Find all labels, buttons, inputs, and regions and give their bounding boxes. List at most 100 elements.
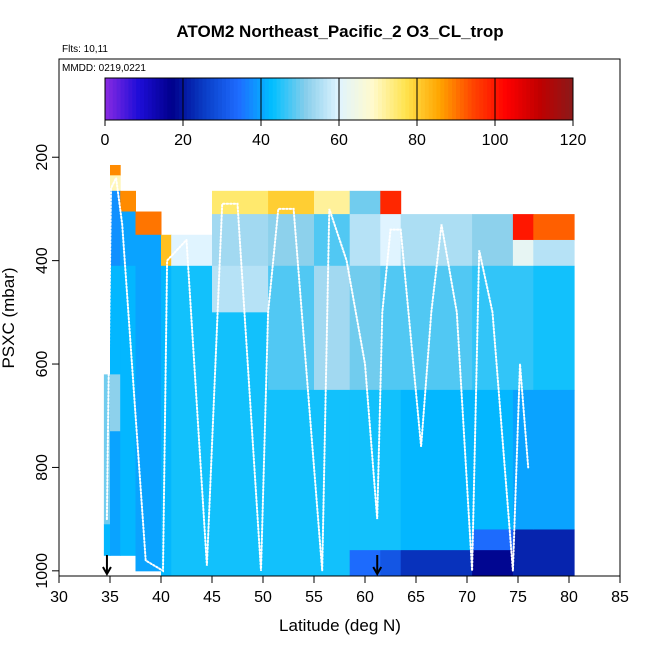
colorbar-swatch xyxy=(370,78,375,120)
heat-cell xyxy=(472,550,514,577)
heat-cell xyxy=(314,214,351,267)
colorbar-swatch xyxy=(389,78,394,120)
y-tick-label: 1000 xyxy=(34,553,51,589)
colorbar-swatch xyxy=(393,78,398,120)
colorbar-swatch xyxy=(339,78,344,120)
colorbar-swatch xyxy=(214,78,219,120)
colorbar-swatch xyxy=(475,78,480,120)
heat-cell xyxy=(314,190,351,215)
colorbar-swatch xyxy=(280,78,285,120)
colorbar-swatch xyxy=(296,78,301,120)
heat-cell xyxy=(380,265,402,391)
flight-marker-arrow-head xyxy=(102,566,112,577)
heat-cell xyxy=(349,214,381,267)
colorbar-swatch xyxy=(132,78,137,120)
heat-cell xyxy=(512,214,534,241)
colorbar-swatch xyxy=(190,78,196,120)
colorbar-swatch xyxy=(397,78,402,120)
heat-cell xyxy=(120,265,136,556)
colorbar-swatch xyxy=(409,78,414,120)
colorbar-swatch xyxy=(534,78,539,120)
heat-cell xyxy=(380,214,402,267)
heat-cell xyxy=(135,211,162,236)
colorbar-swatch xyxy=(420,78,426,120)
colorbar-swatch xyxy=(175,78,180,120)
heat-cell xyxy=(110,431,121,556)
x-tick-label: 50 xyxy=(254,589,272,606)
chart-title: ATOM2 Northeast_Pacific_2 O3_CL_trop xyxy=(176,22,503,41)
x-axis-label: Latitude (deg N) xyxy=(279,616,401,635)
colorbar-swatch xyxy=(358,78,363,120)
heat-cell xyxy=(533,265,575,391)
colorbar-swatch xyxy=(249,78,254,120)
colorbar-swatch xyxy=(385,78,391,120)
colorbar-swatch xyxy=(405,78,410,120)
colorbar-swatch xyxy=(194,78,199,120)
heat-cell xyxy=(314,265,351,391)
colorbar-tick-label: 120 xyxy=(560,132,587,149)
colorbar-swatch xyxy=(440,78,445,120)
colorbar-swatch xyxy=(530,78,535,120)
heat-cell xyxy=(110,175,121,192)
colorbar-swatch xyxy=(354,78,359,120)
heat-cell xyxy=(400,214,473,267)
flight-marker-arrow-head xyxy=(372,566,383,577)
heat-cell xyxy=(400,265,473,391)
colorbar-tick-label: 40 xyxy=(252,132,270,149)
flight-track-line xyxy=(105,174,530,573)
colorbar-swatch xyxy=(428,78,433,120)
heat-cell xyxy=(472,389,514,530)
colorbar-swatch xyxy=(436,78,441,120)
colorbar-swatch xyxy=(237,78,242,120)
heat-cell xyxy=(400,389,473,551)
heat-cell xyxy=(380,190,402,215)
heat-cell xyxy=(171,265,213,577)
colorbar-swatch xyxy=(136,78,141,120)
heat-cell xyxy=(110,164,121,176)
x-tick-label: 75 xyxy=(509,589,527,606)
colorbar-swatch xyxy=(487,78,492,120)
colorbar-swatch xyxy=(167,78,172,120)
colorbar-swatch xyxy=(331,78,336,120)
colorbar-swatch xyxy=(522,78,527,120)
colorbar-tick-label: 60 xyxy=(330,132,348,149)
y-axis-label: PSXC (mbar) xyxy=(0,267,18,368)
colorbar-swatch xyxy=(116,78,121,120)
colorbar-swatch xyxy=(268,78,274,120)
colorbar-swatch xyxy=(417,78,422,120)
heat-cell xyxy=(533,214,575,241)
x-tick-label: 60 xyxy=(356,589,374,606)
y-tick-label: 600 xyxy=(34,351,51,378)
colorbar-swatch xyxy=(483,78,488,120)
x-tick-label: 85 xyxy=(611,589,629,606)
colorbar-swatch xyxy=(456,78,461,120)
heat-cell xyxy=(161,265,172,577)
colorbar-swatch xyxy=(448,78,453,120)
heat-cell xyxy=(110,374,121,432)
heat-cell xyxy=(314,389,351,577)
colorbar-swatch xyxy=(288,78,293,120)
x-tick-label: 45 xyxy=(203,589,221,606)
colorbar-swatch xyxy=(233,78,238,120)
heat-cell xyxy=(103,524,111,556)
y-tick-label: 200 xyxy=(34,144,51,171)
heat-cell xyxy=(110,190,121,267)
colorbar-swatch xyxy=(452,78,457,120)
colorbar-swatch xyxy=(222,78,227,120)
colorbar-swatch xyxy=(323,78,328,120)
colorbar-swatch xyxy=(105,78,110,120)
heat-cell xyxy=(212,265,269,313)
heat-cell xyxy=(135,234,162,267)
colorbar-swatch xyxy=(307,78,313,120)
colorbar-swatch xyxy=(510,78,515,120)
date-label: MMDD: 0219,0221 xyxy=(62,63,146,74)
colorbar: 0 20 40 60 80 100 120 xyxy=(101,77,587,149)
heat-cell xyxy=(268,389,315,577)
colorbar-tick-label: 20 xyxy=(174,132,192,149)
colorbar-swatch xyxy=(479,78,484,120)
x-tick-label: 30 xyxy=(50,589,68,606)
colorbar-swatch xyxy=(514,78,519,120)
colorbar-swatch xyxy=(545,78,550,120)
colorbar-swatch xyxy=(444,78,449,120)
